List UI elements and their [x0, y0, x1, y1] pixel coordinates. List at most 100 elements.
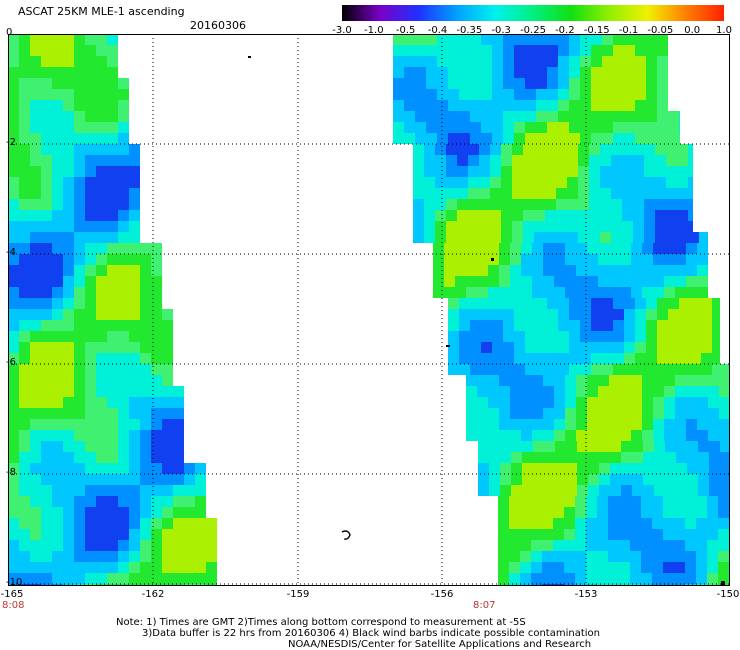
swath-cell	[542, 551, 553, 562]
swath-cell	[685, 540, 696, 551]
swath-cell	[118, 254, 129, 265]
swath-cell	[522, 485, 533, 496]
swath-cell	[140, 562, 151, 573]
swath-cell	[107, 419, 118, 430]
swath-cell	[173, 573, 184, 584]
swath-cell	[578, 221, 589, 232]
swath-cell	[657, 298, 668, 309]
swath-cell	[587, 375, 598, 386]
swath-cell	[567, 188, 578, 199]
swath-cell	[63, 122, 74, 133]
swath-cell	[679, 342, 690, 353]
swath-cell	[620, 276, 631, 287]
swath-cell	[602, 342, 613, 353]
swath-cell	[499, 430, 510, 441]
swath-cell	[74, 188, 85, 199]
swath-cell	[426, 78, 437, 89]
swath-cell	[19, 265, 30, 276]
swath-cell	[514, 111, 525, 122]
swath-cell	[521, 287, 532, 298]
swath-cell	[589, 155, 600, 166]
swath-cell	[8, 34, 19, 45]
swath-cell	[63, 507, 74, 518]
swath-cell	[586, 529, 597, 540]
swath-cell	[107, 364, 118, 375]
swath-cell	[477, 397, 488, 408]
swath-cell	[602, 298, 613, 309]
swath-cell	[554, 397, 565, 408]
swath-cell	[646, 78, 657, 89]
swath-cell	[19, 397, 30, 408]
swath-cell	[19, 221, 30, 232]
swath-cell	[610, 452, 621, 463]
swath-cell	[479, 188, 490, 199]
swath-cell	[459, 100, 470, 111]
swath-cell	[96, 452, 107, 463]
swath-cell	[622, 144, 633, 155]
swath-cell	[151, 397, 162, 408]
swath-cell	[85, 353, 96, 364]
swath-cell	[490, 155, 501, 166]
swath-cell	[521, 265, 532, 276]
swath-cell	[96, 320, 107, 331]
swath-cell	[674, 551, 685, 562]
swath-cell	[622, 188, 633, 199]
swath-cell	[30, 397, 41, 408]
swath-cell	[654, 452, 665, 463]
swath-cell	[575, 540, 586, 551]
swath-cell	[413, 188, 424, 199]
swath-cell	[41, 496, 52, 507]
swath-cell	[30, 408, 41, 419]
swath-cell	[85, 188, 96, 199]
swath-cell	[8, 210, 19, 221]
swath-cell	[52, 408, 63, 419]
swath-cell	[547, 309, 558, 320]
swath-cell	[613, 45, 624, 56]
swath-cell	[663, 518, 674, 529]
swath-cell	[448, 45, 459, 56]
swath-cell	[676, 441, 687, 452]
swath-cell	[631, 287, 642, 298]
swath-cell	[52, 210, 63, 221]
swath-cell	[652, 529, 663, 540]
swath-cell	[630, 518, 641, 529]
wind-barb-mark	[491, 258, 494, 261]
swath-cell	[576, 386, 587, 397]
swath-cell	[511, 452, 522, 463]
swath-cell	[107, 133, 118, 144]
swath-cell	[646, 45, 657, 56]
swath-cell	[718, 573, 729, 584]
swath-cell	[478, 485, 489, 496]
swath-cell	[41, 56, 52, 67]
swath-cell	[118, 232, 129, 243]
swath-cell	[162, 496, 173, 507]
swath-cell	[720, 452, 730, 463]
swath-cell	[426, 133, 437, 144]
swath-cell	[635, 78, 646, 89]
swath-cell	[621, 474, 632, 485]
swath-cell	[52, 375, 63, 386]
swath-cell	[554, 375, 565, 386]
swath-cell	[435, 199, 446, 210]
swath-cell	[151, 474, 162, 485]
swath-cell	[30, 221, 41, 232]
swath-cell	[489, 452, 500, 463]
swath-cell	[8, 331, 19, 342]
swath-cell	[657, 34, 668, 45]
swath-cell	[489, 463, 500, 474]
swath-cell	[41, 265, 52, 276]
swath-cell	[646, 34, 657, 45]
swath-cell	[687, 452, 698, 463]
colorbar	[342, 5, 724, 21]
swath-cell	[30, 111, 41, 122]
swath-cell	[501, 232, 512, 243]
swath-cell	[598, 430, 609, 441]
swath-cell	[490, 144, 501, 155]
swath-cell	[41, 111, 52, 122]
swath-cell	[448, 89, 459, 100]
swath-cell	[655, 155, 666, 166]
swath-cell	[688, 210, 693, 221]
swath-cell	[514, 342, 525, 353]
swath-cell	[96, 166, 107, 177]
swath-cell	[709, 463, 720, 474]
